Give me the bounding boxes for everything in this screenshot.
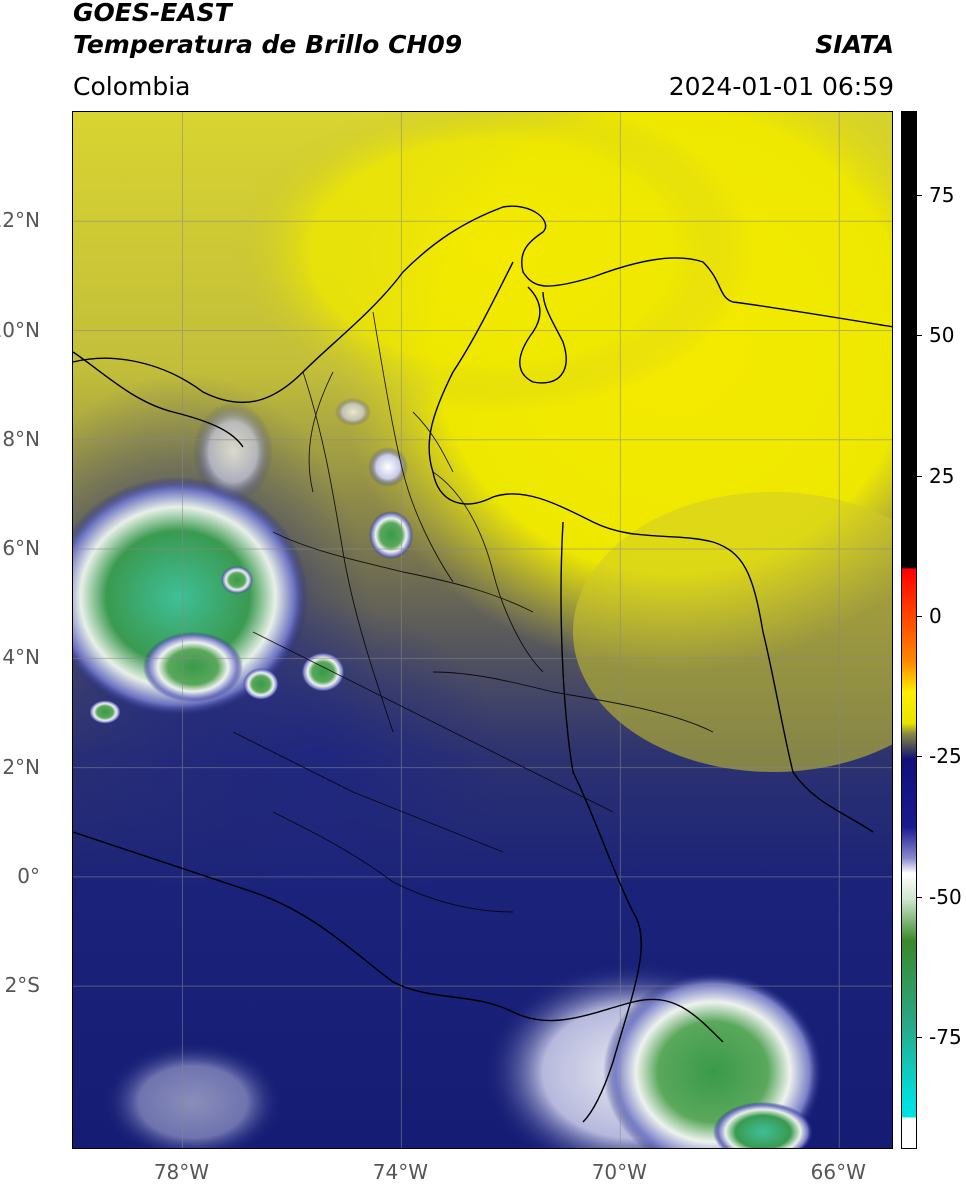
colorbar-tick [917,756,922,758]
lon-tick-label: 74°W [372,1160,429,1184]
lat-tick-label: 8°N [2,426,40,451]
colorbar-tick [917,615,922,617]
satellite-map [72,111,893,1149]
lat-tick-label: 12°N [0,208,40,233]
panama-colombia-border [73,351,244,448]
department-border-5 [232,731,504,853]
department-border-1 [302,371,394,733]
department-border-7 [412,411,454,473]
product-title: Temperatura de Brillo CH09 [73,30,463,59]
colorbar-tick [917,195,922,197]
department-border-11 [308,371,334,493]
storm-cell-small-2 [243,668,279,700]
department-border-9 [432,671,714,733]
storm-cell-antioquia [369,511,413,559]
colorbar-tick-label: 75 [929,183,955,208]
colorbar-tick-label: -25 [929,744,962,769]
department-border-10 [492,751,614,813]
map-borders [73,205,892,1123]
colombia-brazil-border [560,521,642,1123]
storm-cell-small-4 [89,700,121,724]
colorbar-tick-label: 0 [929,603,942,628]
cloud-band-panama [193,402,273,502]
caribbean-coastline [73,205,892,404]
lon-tick-label: 70°W [591,1160,647,1184]
storm-cell-amazon-teal [713,1102,813,1148]
lat-tick-label: 2°N [2,754,40,779]
colorbar-tick-label: 50 [929,323,955,348]
department-border-3 [272,531,534,613]
cloud-area-southwest [103,1042,283,1148]
colorbar-tick-label: 25 [929,463,955,488]
department-border-4 [252,631,494,753]
colombia-venezuela-border [428,261,874,833]
colorbar-tick [917,335,922,337]
lat-tick-label: 10°N [0,317,40,342]
storm-cell-small-1 [221,566,253,594]
department-border-2 [372,311,454,583]
lon-tick-label: 66°W [810,1160,866,1184]
colorbar-tick-label: -75 [929,1024,962,1049]
map-gridlines [73,112,892,1148]
organization-label: SIATA [815,30,894,59]
region-label: Colombia [73,72,191,101]
timestamp-label: 2024-01-01 06:59 [668,72,894,101]
colorbar-gradient [902,112,916,1148]
colorbar-tick [917,896,922,898]
colorbar-tick [917,475,922,477]
colorbar-tick [917,1036,922,1038]
department-borders [232,311,714,913]
department-border-6 [432,471,544,673]
lake-maracaibo [519,286,567,384]
satellite-title: GOES-EAST [73,0,232,27]
storm-cell-bright [368,447,408,487]
lon-tick-label: 78°W [153,1160,210,1184]
warm-area-caribbean [233,112,753,412]
storm-cell-pacific-south [143,632,243,702]
lat-tick-label: 6°N [2,536,40,561]
colorbar [901,111,917,1149]
lat-tick-label: 0° [17,863,40,888]
warm-area-llanos [573,492,892,772]
department-border-8 [272,811,514,913]
colorbar-tick-label: -50 [929,884,962,909]
colombia-ecuador-peru-border [73,831,724,1043]
storm-cell-bright-2 [335,398,371,426]
lat-tick-label: 2°S [4,973,40,998]
storm-cell-pacific [73,477,308,717]
lat-tick-label: 4°N [2,645,40,670]
